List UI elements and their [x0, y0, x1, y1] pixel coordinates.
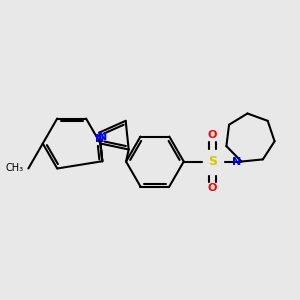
- Text: CH₃: CH₃: [5, 164, 24, 173]
- Text: S: S: [208, 155, 217, 168]
- Text: N: N: [232, 157, 241, 166]
- Text: N: N: [98, 132, 107, 142]
- Text: O: O: [208, 130, 217, 140]
- Text: O: O: [208, 183, 217, 193]
- Text: N: N: [95, 134, 104, 144]
